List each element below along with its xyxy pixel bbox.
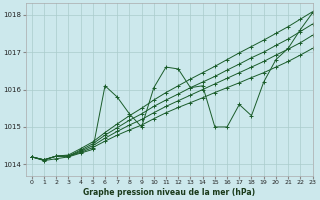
X-axis label: Graphe pression niveau de la mer (hPa): Graphe pression niveau de la mer (hPa): [83, 188, 255, 197]
